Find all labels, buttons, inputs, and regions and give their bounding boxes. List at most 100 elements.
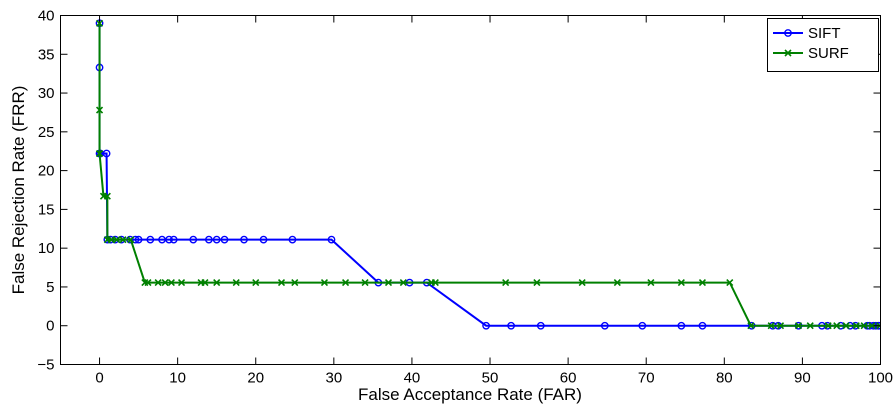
data-point-surf (232, 279, 240, 287)
y-tick-label: 15 (38, 201, 55, 218)
legend-marker-surf (784, 49, 792, 57)
y-axis-label: False Rejection Rate (FRR) (9, 86, 28, 295)
data-point-surf (767, 322, 775, 330)
data-point-sift (240, 235, 248, 244)
data-point-surf (252, 279, 260, 287)
plot-area-frame (60, 15, 881, 365)
data-point-sift (146, 235, 155, 244)
x-tick-label: 50 (482, 370, 499, 387)
x-axis-label: False Acceptance Rate (FAR) (358, 385, 582, 404)
x-tick-label: 80 (716, 370, 733, 387)
data-point-surf (95, 106, 104, 114)
data-point-surf (824, 322, 832, 330)
data-point-surf (291, 279, 299, 287)
legend-label-sift: SIFT (808, 25, 841, 42)
data-point-sift (698, 321, 707, 330)
data-point-sift (102, 149, 111, 158)
data-point-surf (167, 279, 175, 287)
legend-label-surf: SURF (808, 45, 849, 62)
x-tick-label: 20 (247, 370, 264, 387)
data-point-surf (613, 279, 621, 287)
data-point-sift (204, 235, 213, 244)
y-tick-label: 25 (38, 124, 55, 141)
data-point-surf (107, 236, 115, 244)
series-line-surf (98, 23, 880, 327)
x-tick-label: 10 (169, 370, 186, 387)
data-point-sift (259, 235, 268, 244)
data-point-surf (201, 279, 209, 287)
data-point-sift (327, 235, 336, 244)
legend-item-sift: SIFT (773, 25, 841, 42)
legend-marker-sift (784, 29, 792, 37)
data-point-sift (677, 321, 686, 330)
x-tick-label: 40 (404, 370, 421, 387)
y-tick-label: 20 (38, 163, 55, 180)
x-tick-label: 0 (95, 370, 103, 387)
data-point-sift (169, 235, 178, 244)
data-point-surf (119, 236, 127, 244)
legend-item-surf: SURF (773, 45, 849, 62)
data-point-surf (578, 279, 586, 287)
data-point-sift (638, 321, 647, 330)
data-point-surf (144, 279, 152, 287)
data-point-surf (399, 279, 407, 287)
data-point-sift (165, 235, 173, 244)
data-point-surf (431, 279, 439, 287)
y-tick-label: −5 (37, 357, 54, 374)
data-point-surf (213, 279, 221, 287)
data-point-sift (482, 321, 491, 330)
data-point-sift (288, 235, 297, 244)
data-point-surf (833, 322, 841, 330)
y-tick-label: 40 (38, 8, 55, 25)
x-tick-label: 100 (868, 370, 893, 387)
y-tick-label: 35 (38, 46, 55, 63)
data-point-surf (95, 149, 104, 158)
y-tick-label: 30 (38, 85, 55, 102)
data-point-surf (103, 192, 111, 200)
data-point-sift (507, 321, 516, 330)
x-tick-label: 70 (638, 370, 655, 387)
data-point-surf (277, 279, 286, 287)
data-point-surf (95, 19, 104, 27)
data-point-surf (647, 279, 655, 287)
data-point-surf (113, 236, 121, 244)
data-point-surf (384, 279, 393, 287)
x-tick-label: 90 (794, 370, 811, 387)
data-point-sift (212, 235, 221, 244)
data-point-surf (794, 322, 803, 330)
data-point-surf (361, 279, 369, 287)
data-point-surf (320, 279, 329, 287)
plot-series-layer (95, 19, 881, 330)
data-point-surf (533, 279, 541, 287)
data-point-surf (341, 279, 350, 287)
data-point-surf (860, 322, 868, 330)
data-point-sift (220, 235, 229, 244)
data-point-surf (677, 279, 685, 287)
series-surf (95, 19, 881, 330)
x-tick-label: 30 (325, 370, 342, 387)
data-point-sift (131, 235, 140, 244)
data-point-sift (189, 235, 198, 244)
x-tick-label: 60 (560, 370, 577, 387)
data-point-surf (154, 279, 162, 287)
axis-ticks-layer: 0 10 20 30 40 50 60 70 80 90 100 −5 0 5 10 15 20 25 30 35 40 (37, 8, 893, 387)
legend-box (767, 18, 879, 72)
data-point-surf (852, 322, 860, 330)
series-line-sift (98, 23, 879, 327)
data-point-surf (726, 279, 734, 287)
data-point-surf (842, 322, 850, 330)
y-tick-label: 0 (46, 318, 54, 335)
legend: SIFT SURF (767, 18, 879, 72)
legend-items: SIFT SURF (773, 25, 849, 62)
data-point-surf (177, 279, 186, 287)
data-point-surf (698, 279, 707, 287)
data-point-surf (161, 279, 169, 287)
data-point-surf (747, 322, 755, 330)
data-point-surf (502, 279, 510, 287)
data-point-surf (806, 322, 814, 330)
data-point-sift (134, 235, 143, 244)
y-tick-label: 5 (46, 279, 54, 296)
data-point-sift (536, 321, 545, 330)
y-tick-label: 10 (38, 240, 55, 257)
